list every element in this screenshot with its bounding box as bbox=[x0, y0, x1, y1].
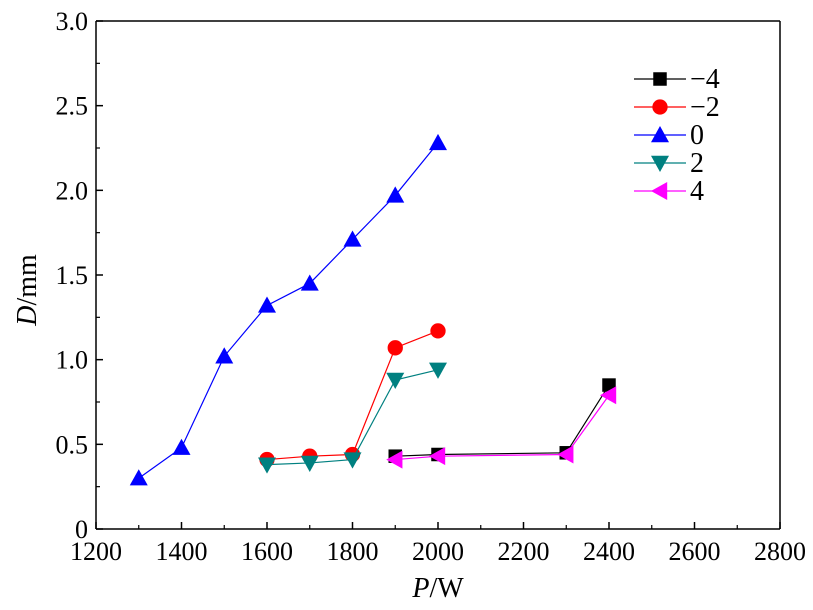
x-axis-title: P/W bbox=[411, 573, 464, 604]
x-tick-label: 2200 bbox=[498, 537, 550, 566]
y-tick-label: 0.5 bbox=[56, 430, 89, 459]
series-0 bbox=[388, 378, 616, 463]
y-axis-title-variable: D bbox=[12, 306, 43, 327]
legend-item: 0 bbox=[634, 120, 704, 151]
x-tick-label: 2000 bbox=[412, 537, 464, 566]
data-point bbox=[300, 455, 319, 472]
series-line bbox=[266, 330, 439, 461]
data-point bbox=[300, 274, 319, 291]
x-tick-label: 1600 bbox=[241, 537, 293, 566]
data-point bbox=[429, 133, 447, 151]
x-tick-label: 2800 bbox=[754, 537, 806, 566]
data-point bbox=[386, 372, 405, 389]
y-tick-label: 1.5 bbox=[56, 261, 89, 290]
data-point bbox=[172, 438, 191, 455]
y-axis: 0 0.5 1.0 1.5 2.0 2.5 3.0 bbox=[56, 7, 103, 544]
data-point bbox=[215, 347, 234, 364]
legend-marker bbox=[651, 182, 668, 200]
legend-item: −4 bbox=[634, 64, 720, 95]
y-tick-label: 2.0 bbox=[56, 176, 89, 205]
x-tick-label: 1800 bbox=[327, 537, 379, 566]
data-point bbox=[129, 469, 148, 486]
y-tick-label: 3.0 bbox=[56, 7, 89, 36]
series-4 bbox=[386, 386, 617, 469]
data-point bbox=[343, 230, 362, 247]
data-point bbox=[258, 296, 276, 313]
data-point bbox=[387, 340, 403, 356]
legend-marker bbox=[653, 72, 667, 86]
series-line bbox=[395, 394, 610, 461]
y-axis-title-unit: /mm bbox=[12, 254, 43, 306]
legend-marker bbox=[651, 155, 669, 172]
legend-label: 4 bbox=[690, 176, 704, 207]
y-tick-label: 1.0 bbox=[56, 346, 89, 375]
x-axis-title-variable: P bbox=[411, 573, 429, 604]
series-layer bbox=[129, 133, 617, 486]
y-tick-label: 0 bbox=[75, 515, 88, 544]
series-2 bbox=[129, 133, 447, 486]
legend-label: 0 bbox=[690, 120, 704, 151]
legend-marker bbox=[652, 99, 668, 115]
x-tick-label: 1200 bbox=[70, 537, 122, 566]
series-line bbox=[138, 142, 439, 479]
data-point bbox=[430, 323, 446, 339]
x-axis: 1200 1400 1600 1800 2000 2200 2400 2600 2800 bbox=[70, 522, 806, 566]
data-point bbox=[386, 450, 403, 469]
data-point bbox=[343, 452, 362, 469]
legend-label: 2 bbox=[690, 148, 704, 179]
y-axis-title: D/mm bbox=[12, 254, 43, 327]
data-point bbox=[557, 445, 574, 464]
x-tick-label: 1400 bbox=[156, 537, 208, 566]
series-3 bbox=[258, 362, 447, 474]
data-point bbox=[386, 186, 405, 203]
x-tick-label: 2400 bbox=[583, 537, 635, 566]
x-tick-label: 2600 bbox=[669, 537, 721, 566]
series-line bbox=[395, 384, 610, 457]
data-point bbox=[429, 362, 447, 379]
legend-item: −2 bbox=[634, 92, 720, 123]
data-point bbox=[429, 447, 446, 466]
series-1 bbox=[259, 323, 446, 468]
legend-marker bbox=[651, 126, 669, 143]
legend-item: 4 bbox=[634, 176, 704, 207]
data-point bbox=[258, 457, 276, 474]
x-axis-title-unit: /W bbox=[429, 573, 464, 604]
data-point bbox=[600, 386, 617, 405]
y-tick-label: 2.5 bbox=[56, 92, 89, 121]
legend-label: −4 bbox=[690, 64, 720, 95]
legend-label: −2 bbox=[690, 92, 720, 123]
legend-item: 2 bbox=[634, 148, 704, 179]
